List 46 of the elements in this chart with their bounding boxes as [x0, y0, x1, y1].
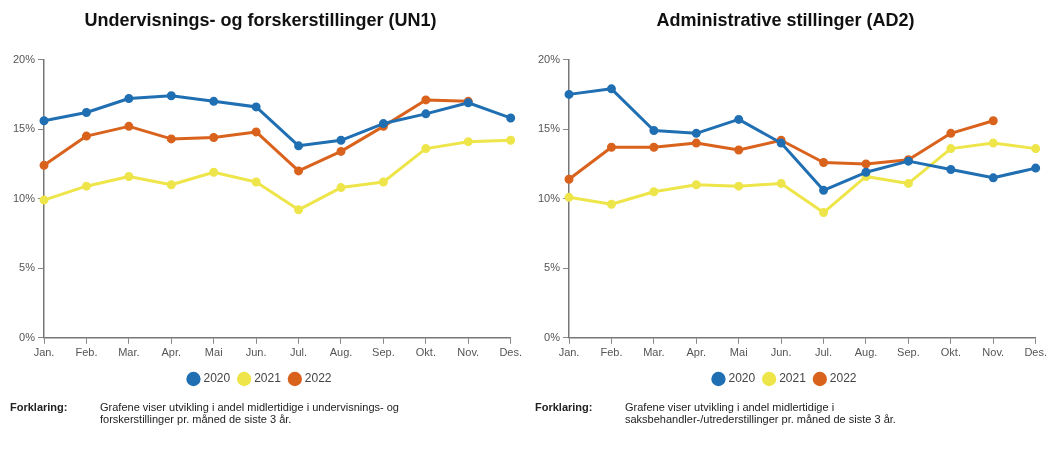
- y-tick-label: 15%: [537, 122, 561, 135]
- y-tick-label: 20%: [537, 52, 561, 65]
- x-tick-label: Jun.: [770, 346, 792, 359]
- text: Grafene viser utvikling i andel midlertidige i saksbehandler-/utrederstillinger pr. måned de siste 3 år.: [625, 401, 897, 425]
- x-tick-label: Jan.: [33, 346, 55, 359]
- y-tick-label: 15%: [12, 122, 36, 135]
- x-tick-label: Apr.: [161, 346, 182, 359]
- y-tick-label: 10%: [12, 191, 36, 204]
- x-tick-label: Mar.: [643, 346, 665, 359]
- x-tick-label: Des.: [499, 346, 522, 359]
- legend-label: 2022: [304, 371, 332, 386]
- x-tick-label: Okt.: [415, 346, 436, 359]
- y-tick-label: 0%: [19, 330, 36, 343]
- x-tick-label: Aug.: [329, 346, 353, 359]
- legend-label: 2022: [829, 371, 857, 386]
- x-tick-label: Jun.: [245, 346, 267, 359]
- chart-title: Undervisnings- og forskerstillinger (UN1): [84, 9, 437, 30]
- x-tick-label: Jul.: [290, 346, 308, 359]
- x-tick-label: Mai: [204, 346, 223, 359]
- legend-label: 2021: [779, 371, 807, 386]
- y-tick-label: 5%: [19, 261, 36, 274]
- x-tick-label: Sep.: [897, 346, 920, 359]
- x-tick-label: Jul.: [815, 346, 833, 359]
- x-tick-label: Des.: [1024, 346, 1047, 359]
- legend-label: 2020: [728, 371, 756, 386]
- x-tick-label: Sep.: [372, 346, 395, 359]
- y-tick-label: 20%: [12, 52, 36, 65]
- x-tick-label: Aug.: [854, 346, 878, 359]
- x-tick-label: Apr.: [686, 346, 707, 359]
- x-tick-label: Mar.: [118, 346, 140, 359]
- legend-label: 2020: [203, 371, 231, 386]
- y-tick-label: 0%: [544, 330, 561, 343]
- text: Forklaring:: [535, 401, 594, 415]
- text: Forklaring:: [10, 401, 69, 415]
- text: Grafene viser utvikling i andel midlertidige i undervisnings- og forskerstillinger pr. måned de siste 3 år.: [100, 401, 400, 425]
- x-tick-label: Okt.: [940, 346, 961, 359]
- y-tick-label: 5%: [544, 261, 561, 274]
- x-tick-label: Mai: [729, 346, 748, 359]
- chart-title: Administrative stillinger (AD2): [656, 9, 915, 30]
- x-tick-label: Jan.: [558, 346, 580, 359]
- legend-label: 2021: [254, 371, 282, 386]
- x-tick-label: Nov.: [982, 346, 1005, 359]
- y-tick-label: 10%: [537, 191, 561, 204]
- x-tick-label: Nov.: [457, 346, 480, 359]
- x-tick-label: Feb.: [75, 346, 98, 359]
- x-tick-label: Feb.: [600, 346, 623, 359]
